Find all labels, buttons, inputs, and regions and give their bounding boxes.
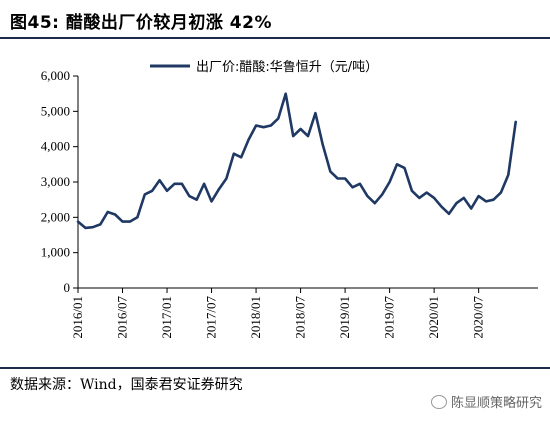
- y-tick-label: 1,000: [41, 245, 70, 260]
- y-axis: 0 1,000 2,000 3,000 4,000 5,000 6,000: [41, 68, 79, 295]
- data-point: [381, 193, 384, 196]
- series-line: [76, 92, 517, 230]
- data-point: [210, 200, 213, 203]
- y-tick-label: 4,000: [41, 139, 70, 154]
- data-point: [321, 144, 324, 146]
- data-point: [99, 223, 102, 226]
- data-point: [344, 177, 346, 180]
- data-point: [84, 227, 87, 229]
- figure-title: 图45: 醋酸出厂价较月初涨 42%: [10, 13, 272, 33]
- data-point: [262, 126, 265, 129]
- data-point: [366, 195, 369, 198]
- data-point: [195, 198, 198, 201]
- x-tick-label: 2018/01: [248, 296, 263, 339]
- data-point: [440, 205, 443, 208]
- data-point: [470, 207, 473, 210]
- data-point: [351, 186, 354, 189]
- data-point: [359, 182, 361, 185]
- legend: 出厂价:醋酸:华鲁恒升（元/吨）: [150, 59, 378, 75]
- data-point: [492, 198, 495, 201]
- data-point: [329, 170, 332, 173]
- data-point: [299, 128, 302, 130]
- data-point: [255, 124, 257, 127]
- watermark-text: 陈显顺策略研究: [450, 396, 542, 411]
- data-point: [121, 220, 124, 223]
- data-point: [500, 191, 502, 194]
- x-tick-label: 2016/07: [115, 296, 130, 339]
- data-point: [507, 174, 510, 176]
- y-tick-label: 6,000: [41, 68, 70, 83]
- data-point: [106, 211, 109, 213]
- x-tick-label: 2019/07: [382, 296, 397, 339]
- wechat-icon: [430, 394, 447, 409]
- x-axis: 2016/01 2016/07 2017/01 2017/07 2018/01 2018/…: [70, 287, 538, 339]
- x-tick-label: 2017/01: [159, 296, 174, 339]
- data-point: [136, 216, 139, 219]
- data-point: [232, 152, 235, 155]
- data-point: [292, 135, 295, 138]
- y-tick-label: 5,000: [41, 103, 70, 118]
- data-point: [203, 182, 206, 185]
- y-tick-label: 0: [64, 280, 71, 295]
- data-point: [277, 117, 280, 120]
- data-point: [462, 197, 465, 199]
- x-tick-label: 2017/07: [204, 296, 219, 339]
- top-rule: [0, 37, 550, 39]
- data-point: [114, 213, 116, 216]
- data-point: [240, 156, 243, 159]
- data-point: [448, 212, 450, 215]
- x-tick-label: 2018/07: [293, 296, 308, 339]
- data-point: [485, 200, 487, 203]
- data-point: [307, 135, 309, 138]
- data-point: [336, 177, 339, 180]
- data-point: [77, 220, 79, 223]
- legend-label: 出厂价:醋酸:华鲁恒升（元/吨）: [196, 59, 378, 75]
- data-point: [158, 179, 161, 182]
- data-point: [181, 182, 183, 185]
- data-point: [91, 226, 94, 229]
- data-point: [247, 138, 250, 141]
- x-tick-label: 2019/01: [337, 296, 352, 339]
- data-point: [166, 189, 168, 192]
- data-point: [388, 181, 391, 183]
- y-tick-label: 2,000: [41, 209, 70, 224]
- data-point: [143, 193, 146, 196]
- data-point: [425, 191, 428, 194]
- x-tick-label: 2020/07: [471, 296, 486, 339]
- data-point: [225, 177, 228, 180]
- data-point: [270, 124, 272, 127]
- data-point: [314, 112, 317, 114]
- bottom-rule: [0, 367, 550, 369]
- data-point: [129, 220, 131, 223]
- data-point: [218, 188, 220, 191]
- data-point: [373, 202, 376, 205]
- data-point: [151, 189, 154, 192]
- series-layer: [76, 92, 517, 230]
- data-point: [284, 92, 287, 95]
- data-point: [396, 163, 398, 166]
- source-note: 数据来源：Wind，国泰君安证券研究: [10, 377, 243, 393]
- data-point: [455, 202, 458, 205]
- watermark: 陈显顺策略研究: [430, 392, 542, 411]
- data-point: [477, 195, 480, 198]
- x-tick-label: 2016/01: [70, 296, 85, 339]
- y-tick-label: 3,000: [41, 174, 70, 189]
- data-point: [418, 197, 421, 199]
- data-point: [514, 121, 517, 123]
- data-point: [173, 182, 176, 185]
- x-tick-label: 2020/01: [426, 296, 441, 339]
- data-point: [411, 189, 413, 192]
- data-point: [188, 195, 191, 198]
- data-point: [433, 197, 435, 199]
- data-point: [403, 167, 406, 169]
